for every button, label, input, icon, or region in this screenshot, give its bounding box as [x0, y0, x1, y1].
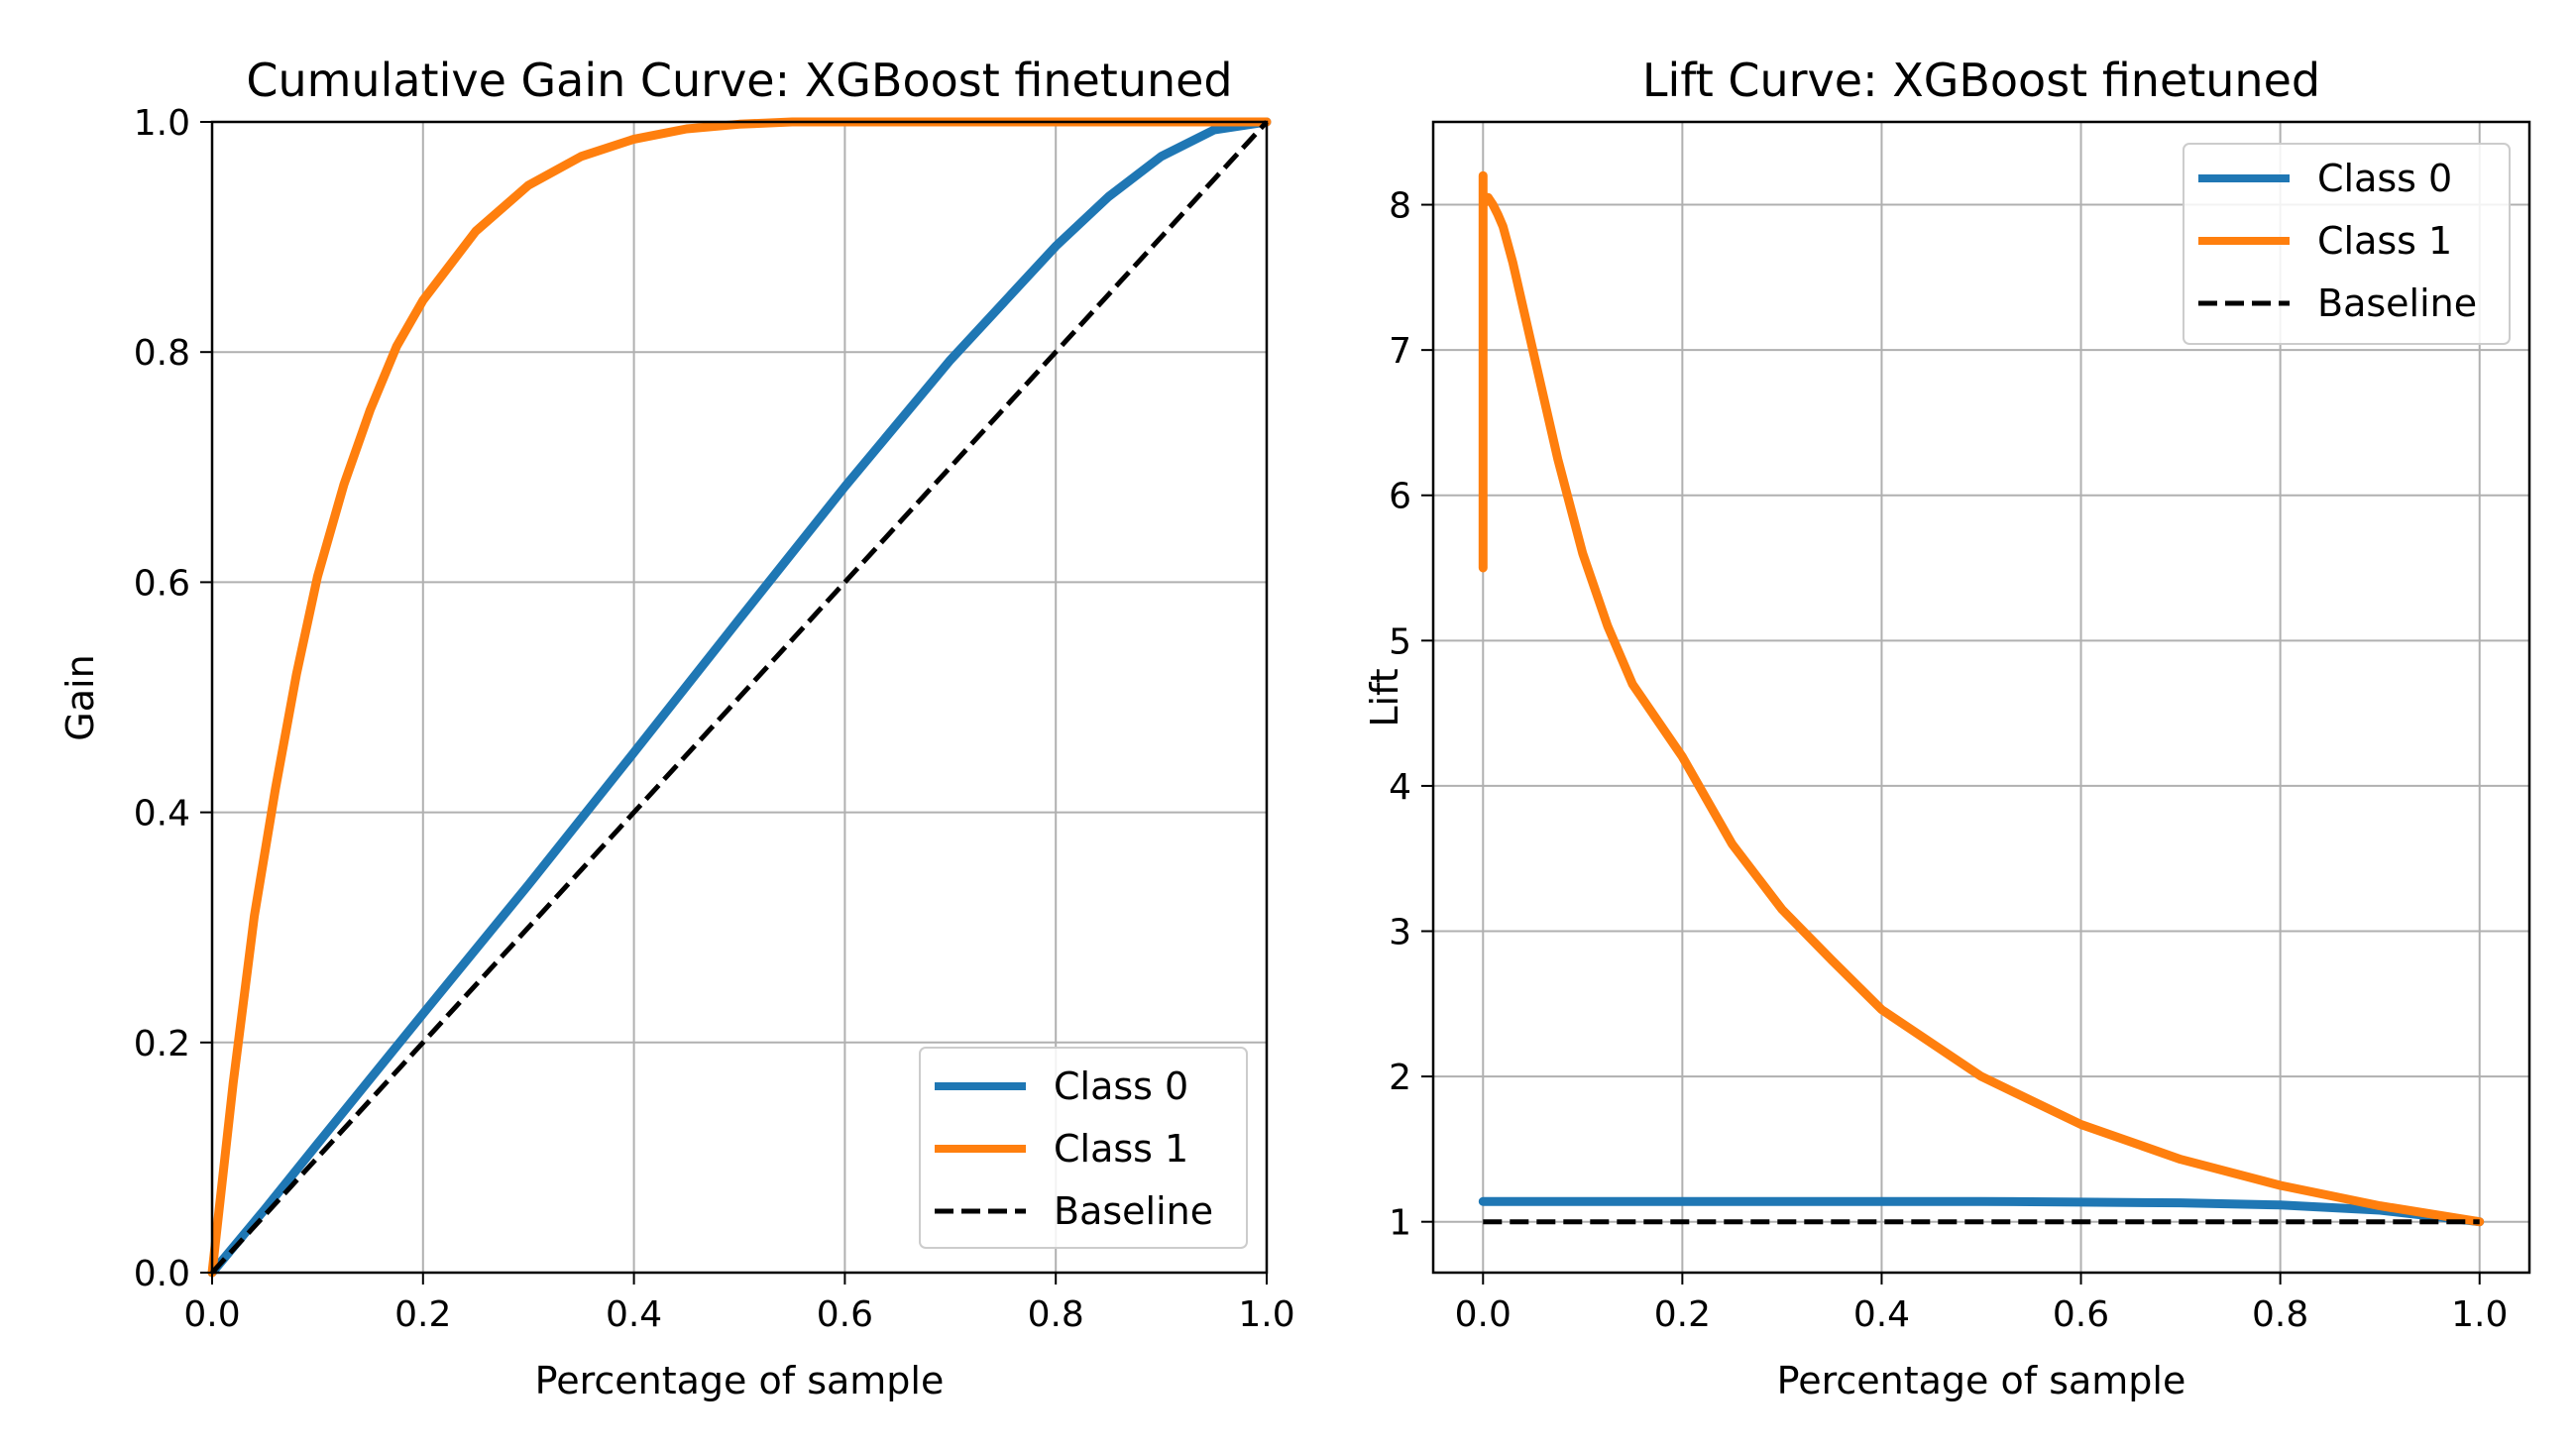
- gain-chart-series: [207, 117, 1272, 1278]
- lift-chart-x-axis-label: Percentage of sample: [1777, 1359, 2186, 1402]
- gain-x-tick-label: 0.6: [817, 1294, 873, 1335]
- lift-chart-frame: [1431, 120, 2531, 1275]
- gain-y-tick-label: 0.8: [134, 333, 190, 374]
- lift-y-tick-label: 5: [1389, 621, 1411, 662]
- lift-chart-ticks: 0.0 0.2 0.4 0.6 0.8 1.0 1 2 3 4 5 6 7 8: [1389, 186, 2508, 1335]
- lift-y-tick-label: 7: [1389, 331, 1411, 372]
- lift-chart: 0.0 0.2 0.4 0.6 0.8 1.0 1 2 3 4 5 6 7 8 Lift Curve: X…: [1363, 54, 2531, 1402]
- lift-x-tick-label: 0.4: [1853, 1294, 1910, 1335]
- gain-chart-legend: Class 0 Class 1 Baseline: [919, 1047, 1248, 1249]
- lift-chart-series: [1478, 170, 2485, 1227]
- gain-chart-title: Cumulative Gain Curve: XGBoost finetuned: [246, 54, 1232, 107]
- lift-y-tick-label: 1: [1389, 1203, 1411, 1244]
- gain-series-class-1-line: [207, 117, 1272, 1278]
- lift-x-tick-label: 0.2: [1654, 1294, 1711, 1335]
- gain-y-tick-label: 0.4: [134, 794, 190, 835]
- gain-legend-label-baseline: Baseline: [1054, 1189, 1213, 1233]
- lift-y-tick-label: 6: [1389, 477, 1411, 517]
- lift-chart-y-axis-label: Lift: [1363, 668, 1406, 727]
- gain-chart-legend-box: [919, 1047, 1248, 1249]
- lift-y-tick-label: 8: [1389, 186, 1411, 227]
- lift-series-class-0-line: [1478, 1196, 2485, 1227]
- gain-chart: 0.0 0.2 0.4 0.6 0.8 1.0 0.0 0.2 0.4 0.6 0.8 1.0 Cum…: [58, 54, 1295, 1402]
- gain-chart-y-axis-label: Gain: [58, 654, 102, 740]
- lift-legend-label-class-0: Class 0: [2317, 157, 2452, 200]
- gain-y-tick-label: 0.6: [134, 563, 190, 604]
- gain-x-tick-label: 0.8: [1028, 1294, 1084, 1335]
- gain-chart-frame: [210, 120, 1269, 1275]
- lift-chart-title: Lift Curve: XGBoost finetuned: [1642, 54, 2320, 107]
- lift-x-tick-label: 1.0: [2451, 1294, 2508, 1335]
- lift-series-class-1-line: [1478, 170, 2485, 1227]
- gain-chart-x-axis-label: Percentage of sample: [535, 1359, 945, 1402]
- lift-chart-legend: Class 0 Class 1 Baseline: [2183, 143, 2511, 345]
- lift-x-tick-label: 0.6: [2053, 1294, 2109, 1335]
- gain-series-baseline-line: [210, 120, 1269, 1275]
- gain-x-tick-label: 0.0: [183, 1294, 240, 1335]
- gain-x-tick-label: 1.0: [1238, 1294, 1294, 1335]
- lift-x-tick-label: 0.0: [1455, 1294, 1512, 1335]
- lift-chart-legend-box: [2183, 143, 2511, 345]
- lift-legend-label-baseline: Baseline: [2317, 281, 2477, 325]
- lift-y-tick-label: 4: [1389, 767, 1411, 808]
- lift-x-tick-label: 0.8: [2252, 1294, 2308, 1335]
- gain-x-tick-label: 0.2: [394, 1294, 451, 1335]
- gain-chart-ticks: 0.0 0.2 0.4 0.6 0.8 1.0 0.0 0.2 0.4 0.6 0.8 1.0: [134, 103, 1295, 1335]
- gain-legend-label-class-0: Class 0: [1054, 1064, 1188, 1108]
- gain-y-tick-label: 1.0: [134, 103, 190, 144]
- lift-y-tick-label: 2: [1389, 1058, 1411, 1098]
- gain-x-tick-label: 0.4: [606, 1294, 662, 1335]
- lift-y-tick-label: 3: [1389, 913, 1411, 953]
- gain-legend-label-class-1: Class 1: [1054, 1127, 1188, 1171]
- gain-y-tick-label: 0.0: [134, 1254, 190, 1294]
- gain-y-tick-label: 0.2: [134, 1024, 190, 1064]
- lift-legend-label-class-1: Class 1: [2317, 219, 2452, 263]
- gain-series-class-0-line: [207, 117, 1272, 1278]
